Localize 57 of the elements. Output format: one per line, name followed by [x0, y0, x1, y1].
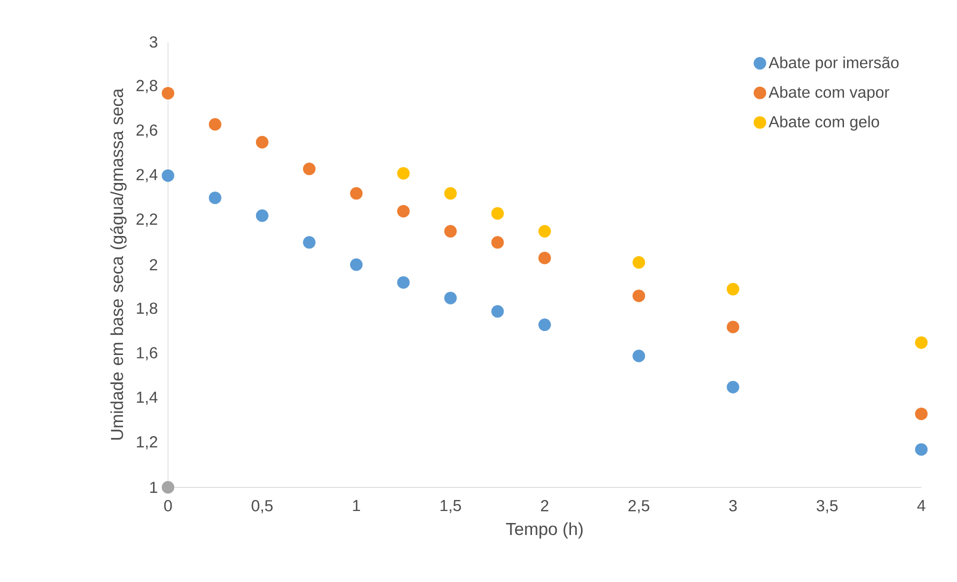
x-tick-label: 2	[541, 500, 548, 512]
point	[208, 192, 222, 204]
point	[915, 336, 928, 349]
x-tick-label: 3	[729, 500, 737, 512]
y-tick-label: 2	[150, 259, 158, 270]
x-tick-label: 0	[164, 500, 172, 512]
y-tick-label: 2,2	[136, 214, 158, 227]
point	[208, 118, 222, 131]
x-axis-title: Tempo (h)	[506, 522, 583, 539]
point	[256, 136, 268, 148]
point	[726, 282, 740, 296]
point	[302, 236, 316, 249]
point	[444, 292, 457, 304]
point	[632, 256, 646, 269]
point	[350, 258, 363, 271]
point	[444, 187, 457, 200]
legend-label: Abate com gelo	[768, 116, 880, 131]
point	[256, 209, 268, 222]
point	[726, 320, 740, 334]
x-tick-label: 3,5	[816, 500, 838, 514]
legend-label: Abate com vapor	[768, 86, 890, 102]
point	[726, 380, 740, 394]
point	[397, 204, 410, 218]
point	[162, 169, 174, 182]
point	[915, 443, 928, 456]
point	[538, 318, 551, 332]
point	[915, 408, 928, 420]
point	[491, 236, 504, 249]
x-tick-label: 2,5	[628, 500, 650, 514]
point	[491, 305, 504, 318]
point	[632, 350, 646, 362]
point	[162, 481, 174, 494]
y-tick-label: 2,4	[136, 168, 158, 182]
y-tick-label: 1,4	[136, 392, 158, 405]
point	[538, 252, 551, 264]
y-tick-label: 2,8	[136, 80, 158, 94]
y-tick-label: 1,6	[136, 347, 158, 360]
point	[632, 290, 646, 302]
y-tick-label: 3	[150, 36, 158, 48]
point	[350, 187, 363, 200]
y-tick-label: 1,2	[136, 436, 158, 450]
y-tick-label: 1	[150, 482, 158, 493]
y-tick-label: 1,8	[136, 302, 158, 316]
x-tick-label: 0,5	[252, 500, 273, 514]
point	[397, 167, 410, 180]
x-tick-label: 4	[917, 500, 926, 512]
point	[162, 86, 174, 100]
legend-label: Abate por imersão	[768, 56, 899, 72]
y-tick-label: 2,6	[136, 124, 158, 138]
y-axis-title: Umidade em base seca (gágua/gmassa seca	[110, 88, 127, 440]
point	[491, 207, 504, 220]
point	[302, 162, 316, 176]
point	[397, 276, 410, 289]
x-tick-label: 1,5	[440, 500, 461, 514]
point	[444, 224, 457, 238]
x-tick-label: 1	[353, 500, 360, 512]
point	[538, 224, 551, 238]
